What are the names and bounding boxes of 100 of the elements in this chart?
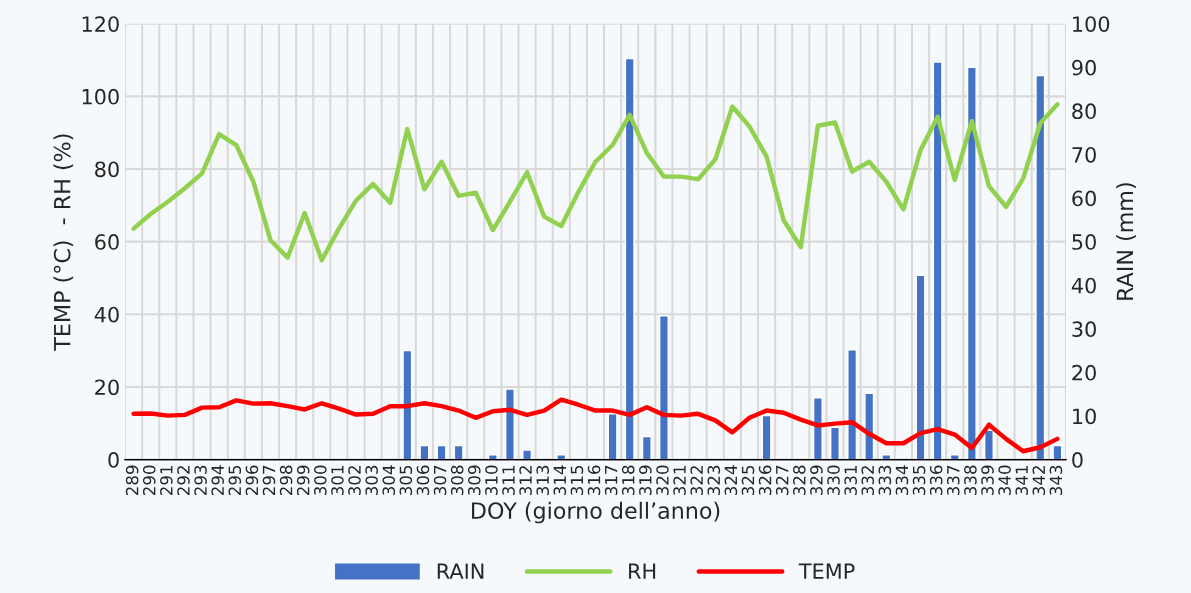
x-tick-label: 305 bbox=[399, 465, 413, 495]
bar bbox=[607, 413, 618, 460]
legend-label: RAIN bbox=[437, 563, 484, 579]
y-tick-label: 120 bbox=[82, 16, 119, 32]
x-tick-label: 299 bbox=[296, 465, 310, 496]
x-tick-label: 324 bbox=[724, 465, 738, 495]
bar bbox=[402, 349, 413, 460]
bar bbox=[436, 444, 447, 460]
x-tick-label: 330 bbox=[827, 465, 840, 495]
bar bbox=[966, 66, 977, 460]
x-tick-label: 315 bbox=[570, 465, 584, 495]
x-tick-label: 326 bbox=[758, 465, 772, 495]
bar bbox=[983, 429, 994, 460]
bar bbox=[1035, 74, 1046, 460]
x-tick-label: 300 bbox=[314, 465, 327, 495]
bar bbox=[624, 57, 635, 460]
y2-tick-label: 90 bbox=[1072, 59, 1096, 76]
x-tick-label: 340 bbox=[998, 465, 1011, 495]
x-tick-label: 316 bbox=[587, 465, 601, 495]
bar bbox=[1052, 444, 1063, 460]
bar bbox=[949, 454, 960, 460]
x-tick-label: 309 bbox=[467, 465, 481, 495]
bar bbox=[812, 396, 823, 460]
bar bbox=[881, 454, 892, 460]
x-tick-label: 307 bbox=[433, 465, 447, 495]
bar bbox=[847, 349, 858, 460]
x-tick-label: 339 bbox=[981, 465, 994, 495]
line-series bbox=[131, 102, 1060, 263]
x-tick-label: 297 bbox=[262, 465, 276, 496]
x-tick-label: 312 bbox=[519, 466, 532, 495]
y2-tick-label: 0 bbox=[1072, 452, 1083, 468]
x-tick-label: 301 bbox=[331, 465, 344, 495]
x-tick-label: 295 bbox=[228, 465, 242, 496]
x-tick-label: 331 bbox=[844, 465, 857, 495]
x-tick-label: 335 bbox=[912, 465, 926, 495]
x-tick-label: 313 bbox=[536, 465, 550, 495]
x-tick-label: 327 bbox=[775, 465, 789, 495]
y2-tick-label: 60 bbox=[1072, 190, 1096, 207]
line-series bbox=[131, 397, 1060, 454]
x-tick-label: 291 bbox=[160, 465, 173, 496]
y2-tick-label: 50 bbox=[1072, 234, 1096, 250]
y2-tick-label: 20 bbox=[1072, 364, 1096, 381]
x-tick-label: 292 bbox=[177, 466, 190, 496]
y2-tick-label: 80 bbox=[1072, 103, 1096, 120]
x-tick-label: 289 bbox=[125, 465, 139, 496]
x-tick-label: 304 bbox=[382, 465, 396, 495]
bar bbox=[487, 454, 498, 460]
x-tick-label: 298 bbox=[279, 465, 293, 496]
x-tick-label: 290 bbox=[142, 465, 156, 496]
y-axis-title: TEMP (°C) - RH (%) bbox=[53, 134, 74, 351]
x-tick-label: 317 bbox=[604, 465, 618, 495]
y-tick-label: 20 bbox=[95, 379, 119, 396]
x-tick-label: 332 bbox=[861, 466, 875, 495]
y-tick-label: 0 bbox=[108, 452, 119, 468]
y-tick-label: 80 bbox=[95, 161, 119, 178]
x-tick-label: 343 bbox=[1049, 465, 1063, 495]
legend-label: TEMP bbox=[798, 563, 855, 579]
bar bbox=[761, 414, 772, 460]
x-tick-label: 310 bbox=[485, 465, 498, 495]
x-tick-label: 306 bbox=[416, 465, 430, 495]
y2-tick-label: 30 bbox=[1072, 321, 1096, 338]
x-tick-label: 325 bbox=[741, 465, 755, 495]
y2-tick-label: 70 bbox=[1072, 146, 1096, 163]
x-tick-label: 337 bbox=[946, 465, 960, 495]
x-tick-label: 302 bbox=[348, 466, 361, 495]
x-tick-label: 319 bbox=[639, 465, 652, 495]
x-tick-label: 318 bbox=[621, 465, 635, 495]
y2-tick-label: 40 bbox=[1071, 277, 1096, 294]
x-tick-label: 321 bbox=[673, 465, 686, 495]
bar bbox=[453, 444, 464, 460]
y2-tick-label: 10 bbox=[1073, 408, 1096, 425]
y-tick-label: 60 bbox=[95, 234, 119, 250]
y-tick-label: 100 bbox=[82, 88, 119, 105]
y2-tick-label: 100 bbox=[1073, 16, 1110, 32]
x-tick-label: 296 bbox=[245, 465, 259, 496]
x-tick-label: 323 bbox=[707, 465, 721, 495]
x-tick-label: 314 bbox=[553, 465, 567, 495]
x-tick-label: 336 bbox=[929, 465, 943, 495]
y-tick-label: 40 bbox=[94, 306, 119, 323]
x-tick-label: 342 bbox=[1032, 466, 1046, 495]
x-tick-label: 334 bbox=[895, 465, 909, 495]
x-tick-label: 338 bbox=[964, 465, 977, 495]
legend-label: RH bbox=[629, 563, 656, 579]
x-tick-label: 329 bbox=[810, 465, 823, 495]
x-tick-label: 328 bbox=[793, 465, 806, 495]
bar bbox=[522, 449, 533, 460]
bar bbox=[419, 444, 430, 460]
x-tick-label: 320 bbox=[656, 465, 669, 495]
bar bbox=[658, 315, 669, 460]
x-tick-label: 308 bbox=[450, 465, 464, 495]
bar bbox=[641, 435, 652, 460]
bar bbox=[830, 426, 840, 460]
x-tick-label: 293 bbox=[194, 465, 207, 496]
x-tick-label: 303 bbox=[365, 465, 378, 495]
x-axis-title: DOY (giorno dell’anno) bbox=[472, 501, 720, 524]
x-tick-label: 294 bbox=[211, 465, 224, 496]
x-tick-label: 311 bbox=[502, 465, 515, 495]
bar bbox=[504, 388, 515, 460]
bar bbox=[915, 274, 926, 460]
y2-axis-title: RAIN (mm) bbox=[1116, 183, 1136, 300]
